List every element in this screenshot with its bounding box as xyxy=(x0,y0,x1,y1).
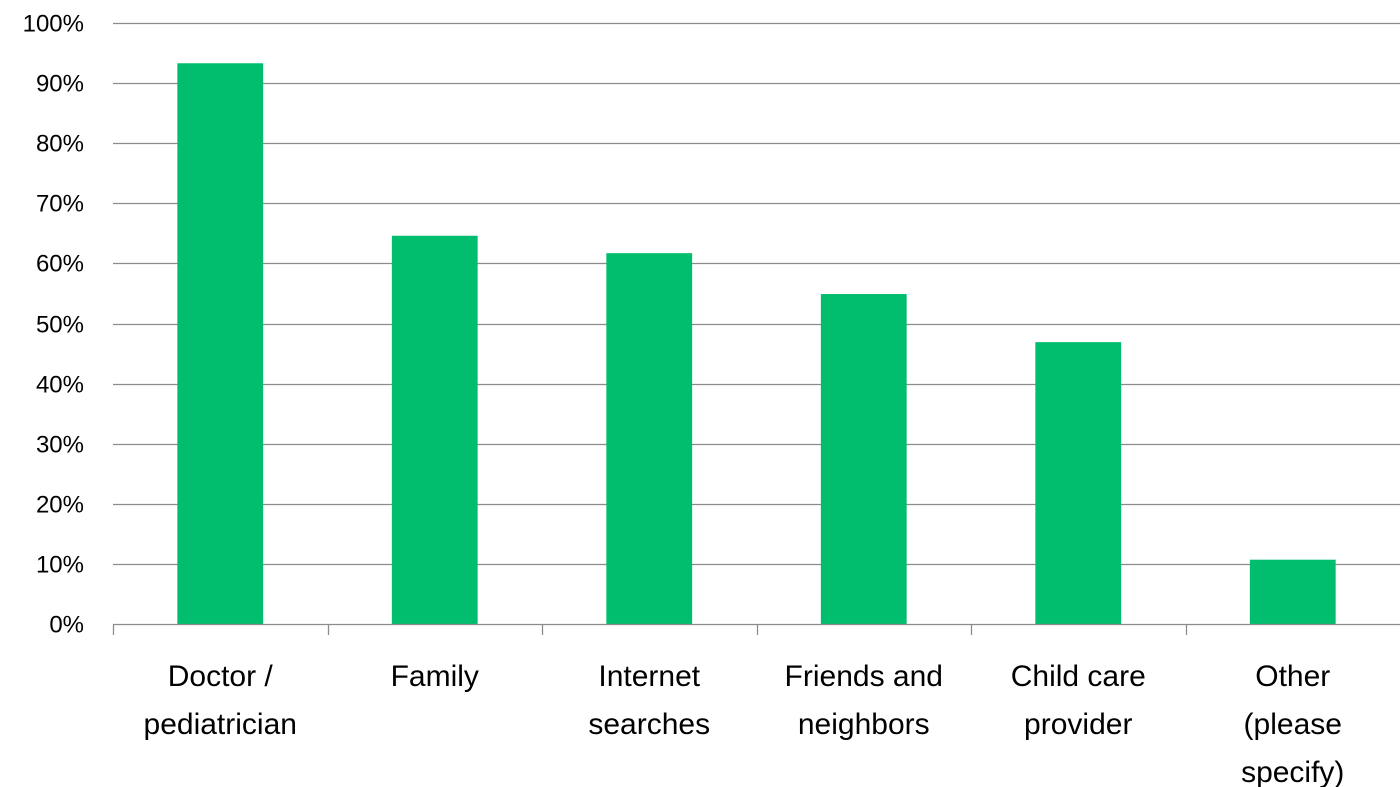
y-tick-label: 40% xyxy=(36,372,84,399)
bar xyxy=(391,235,478,624)
y-tick-label: 70% xyxy=(36,191,84,218)
y-tick-label: 60% xyxy=(36,251,84,278)
x-axis xyxy=(112,623,1400,635)
y-tick-label: 100% xyxy=(23,11,84,38)
y-tick-label: 10% xyxy=(36,552,84,579)
x-category-label: Child care provider xyxy=(1011,660,1146,741)
x-category-label: Doctor / pediatrician xyxy=(144,660,297,741)
bars xyxy=(177,63,1336,625)
bar xyxy=(177,63,264,625)
x-category-label: Other (please specify) xyxy=(1241,660,1344,787)
y-tick-label: 90% xyxy=(36,71,84,98)
y-tick-label: 30% xyxy=(36,432,84,459)
bar xyxy=(820,294,907,624)
bar xyxy=(1035,342,1122,624)
x-category-label: Internet searches xyxy=(588,660,710,741)
x-category-labels: Doctor / pediatrician Family Internet search… xyxy=(144,660,1345,787)
y-tick-label: 50% xyxy=(36,312,84,339)
bar xyxy=(606,253,693,625)
y-tick-labels: 0% 10% 20% 30% 40% 50% 60% 70% 80% 90% 100% xyxy=(23,11,84,639)
y-tick-label: 0% xyxy=(49,612,84,639)
y-tick-label: 20% xyxy=(36,492,84,519)
gridlines xyxy=(113,22,1400,566)
bar xyxy=(1249,559,1336,624)
x-category-label: Family xyxy=(391,660,479,693)
x-category-label: Friends and neighbors xyxy=(785,660,943,741)
y-tick-label: 80% xyxy=(36,131,84,158)
